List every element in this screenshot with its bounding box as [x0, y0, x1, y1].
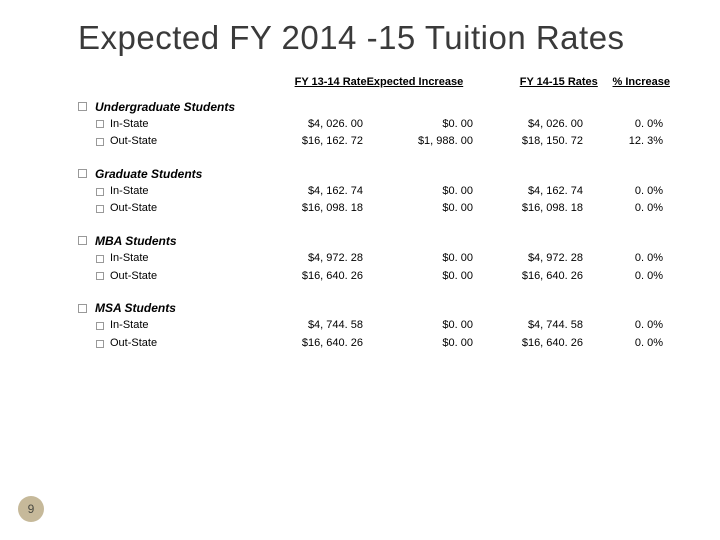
row-label: Out-State — [110, 200, 268, 218]
cell-c3: $4, 162. 74 — [473, 183, 583, 201]
checkbox-icon — [96, 255, 104, 263]
table-row: In-State$4, 026. 00$0. 00$4, 026. 000. 0… — [78, 116, 670, 134]
table-header: FY 13-14 Rate Expected Increase FY 14-15… — [78, 76, 670, 88]
group: MSA StudentsIn-State$4, 744. 58$0. 00$4,… — [78, 301, 670, 352]
checkbox-icon — [78, 304, 87, 313]
cell-c1: $4, 162. 74 — [268, 183, 363, 201]
cell-c2: $0. 00 — [363, 116, 473, 134]
cell-c2: $0. 00 — [363, 183, 473, 201]
header-rate-1415: FY 14-15 Rates — [511, 76, 600, 88]
checkbox-icon — [96, 272, 104, 280]
row-label: Out-State — [110, 133, 268, 151]
row-label: In-State — [110, 183, 268, 201]
table-row: Out-State$16, 640. 26$0. 00$16, 640. 260… — [78, 335, 670, 353]
group: Undergraduate StudentsIn-State$4, 026. 0… — [78, 100, 670, 151]
checkbox-icon — [78, 236, 87, 245]
page-title: Expected FY 2014 -15 Tuition Rates — [78, 18, 670, 58]
checkbox-icon — [96, 205, 104, 213]
cell-c1: $4, 744. 58 — [268, 317, 363, 335]
cell-c4: 12. 3% — [583, 133, 663, 151]
group-title: Graduate Students — [78, 167, 670, 181]
cell-c3: $16, 098. 18 — [473, 200, 583, 218]
cell-c1: $4, 972. 28 — [268, 250, 363, 268]
row-label: Out-State — [110, 335, 268, 353]
header-pct-increase: % Increase — [600, 76, 670, 88]
group-title: Undergraduate Students — [78, 100, 670, 114]
cell-c4: 0. 0% — [583, 317, 663, 335]
cell-c4: 0. 0% — [583, 268, 663, 286]
cell-c1: $16, 098. 18 — [268, 200, 363, 218]
group-title: MBA Students — [78, 234, 670, 248]
cell-c2: $0. 00 — [363, 317, 473, 335]
cell-c3: $16, 640. 26 — [473, 268, 583, 286]
cell-c1: $16, 162. 72 — [268, 133, 363, 151]
table-row: Out-State$16, 098. 18$0. 00$16, 098. 180… — [78, 200, 670, 218]
cell-c4: 0. 0% — [583, 250, 663, 268]
table-row: In-State$4, 744. 58$0. 00$4, 744. 580. 0… — [78, 317, 670, 335]
cell-c3: $16, 640. 26 — [473, 335, 583, 353]
row-label: Out-State — [110, 268, 268, 286]
group: MBA StudentsIn-State$4, 972. 28$0. 00$4,… — [78, 234, 670, 285]
table-body: Undergraduate StudentsIn-State$4, 026. 0… — [78, 100, 670, 353]
group: Graduate StudentsIn-State$4, 162. 74$0. … — [78, 167, 670, 218]
page-number: 9 — [18, 496, 44, 522]
cell-c2: $0. 00 — [363, 335, 473, 353]
group-name: MBA Students — [95, 234, 177, 248]
checkbox-icon — [78, 169, 87, 178]
row-label: In-State — [110, 317, 268, 335]
checkbox-icon — [96, 188, 104, 196]
checkbox-icon — [96, 322, 104, 330]
checkbox-icon — [78, 102, 87, 111]
cell-c4: 0. 0% — [583, 200, 663, 218]
table-row: In-State$4, 162. 74$0. 00$4, 162. 740. 0… — [78, 183, 670, 201]
group-name: Graduate Students — [95, 167, 202, 181]
cell-c4: 0. 0% — [583, 335, 663, 353]
group-title: MSA Students — [78, 301, 670, 315]
cell-c3: $18, 150. 72 — [473, 133, 583, 151]
cell-c3: $4, 972. 28 — [473, 250, 583, 268]
slide: Expected FY 2014 -15 Tuition Rates FY 13… — [0, 0, 720, 540]
table-row: In-State$4, 972. 28$0. 00$4, 972. 280. 0… — [78, 250, 670, 268]
header-expected-increase: Expected Increase — [367, 76, 474, 88]
table-row: Out-State$16, 640. 26$0. 00$16, 640. 260… — [78, 268, 670, 286]
row-label: In-State — [110, 250, 268, 268]
cell-c4: 0. 0% — [583, 116, 663, 134]
table-row: Out-State$16, 162. 72$1, 988. 00$18, 150… — [78, 133, 670, 151]
cell-c1: $4, 026. 00 — [268, 116, 363, 134]
cell-c1: $16, 640. 26 — [268, 268, 363, 286]
checkbox-icon — [96, 138, 104, 146]
header-rate-1314: FY 13-14 Rate — [278, 76, 367, 88]
cell-c2: $0. 00 — [363, 250, 473, 268]
cell-c2: $0. 00 — [363, 200, 473, 218]
cell-c2: $1, 988. 00 — [363, 133, 473, 151]
group-name: Undergraduate Students — [95, 100, 235, 114]
cell-c3: $4, 026. 00 — [473, 116, 583, 134]
cell-c3: $4, 744. 58 — [473, 317, 583, 335]
checkbox-icon — [96, 340, 104, 348]
row-label: In-State — [110, 116, 268, 134]
group-name: MSA Students — [95, 301, 176, 315]
cell-c2: $0. 00 — [363, 268, 473, 286]
cell-c1: $16, 640. 26 — [268, 335, 363, 353]
cell-c4: 0. 0% — [583, 183, 663, 201]
checkbox-icon — [96, 120, 104, 128]
